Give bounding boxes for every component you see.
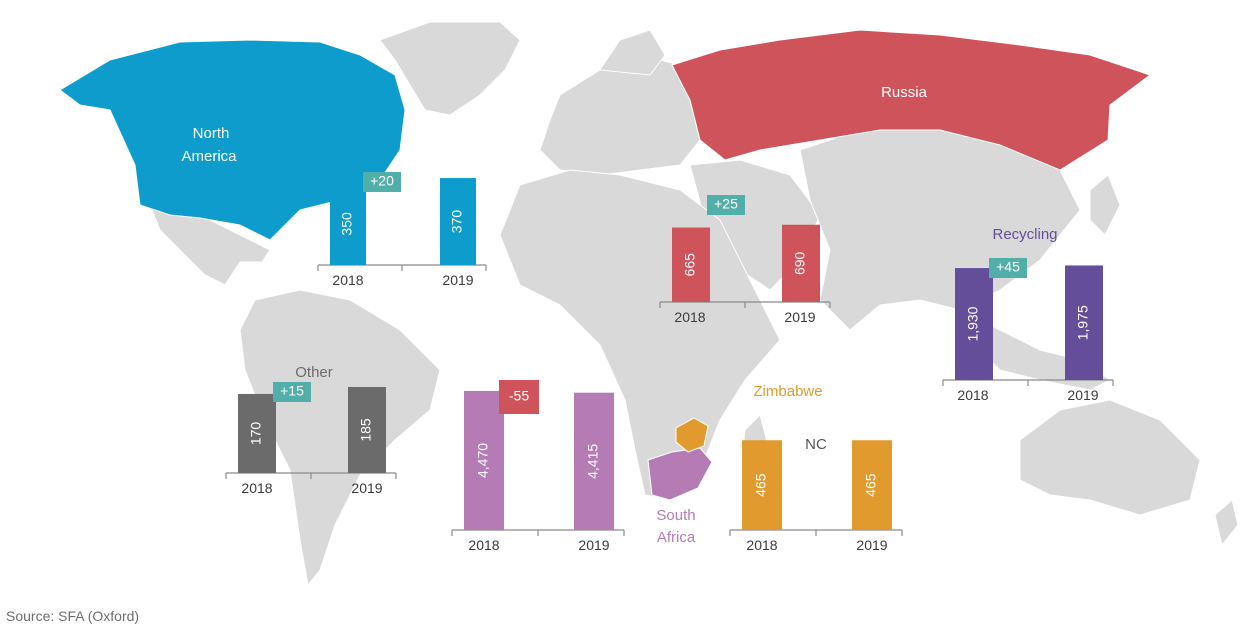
year-tick-label: 2019: [1067, 387, 1098, 403]
bar-value-label: 185: [358, 418, 374, 442]
bar-2018: [672, 227, 710, 302]
year-tick-label: 2019: [351, 480, 382, 496]
bar-2018: [330, 182, 366, 265]
year-tick-label: 2018: [674, 309, 705, 325]
bar-value-label: 170: [248, 422, 264, 446]
mini-chart-south-africa: 4,470 2018 4,415 2019 -55: [451, 380, 625, 553]
year-tick-label: 2018: [957, 387, 988, 403]
bar-2019: [348, 386, 386, 473]
land-layer: [149, 21, 1239, 587]
bar-value-label: 465: [863, 473, 879, 497]
other-label: Other: [295, 364, 333, 381]
year-tick-label: 2018: [468, 537, 499, 553]
south-africa-label-line2: Africa: [657, 529, 696, 546]
year-tick-label: 2019: [442, 272, 473, 288]
source-note: Source: SFA (Oxford): [6, 608, 140, 624]
bar-2018: [464, 390, 504, 530]
bar-value-label: 1,930: [965, 306, 981, 341]
bar-value-label: 690: [792, 251, 808, 275]
bar-value-label: 665: [682, 253, 698, 277]
new-zealand-shape: [1214, 499, 1239, 547]
mini-chart-north-america: 350 2018 370 2019 +20: [317, 172, 487, 288]
change-badge: [363, 172, 401, 192]
bar-2018: [742, 440, 782, 530]
change-value-label: +15: [280, 383, 304, 399]
change-value-label: +45: [996, 259, 1020, 275]
north-america-label-line1: North: [193, 125, 230, 142]
recycling-label: Recycling: [992, 226, 1057, 243]
south-africa-region: [647, 447, 713, 501]
central-america-shape: [149, 204, 271, 286]
russia-region: [671, 29, 1152, 171]
bar-2019: [574, 392, 614, 530]
bar-value-label: 465: [753, 473, 769, 497]
year-tick-label: 2018: [241, 480, 272, 496]
year-tick-label: 2019: [578, 537, 609, 553]
mini-chart-russia: 665 2018 690 2019 +25: [659, 195, 831, 325]
nc-label: NC: [805, 436, 827, 453]
bar-2019: [852, 440, 892, 530]
year-tick-label: 2018: [746, 537, 777, 553]
bar-2019: [782, 224, 820, 302]
world-map: North America Russia Other Recycling Zim…: [59, 21, 1239, 587]
change-value-label: +20: [370, 173, 394, 189]
japan-shape: [1089, 174, 1121, 236]
bar-value-label: 4,415: [585, 444, 601, 479]
year-tick-label: 2018: [332, 272, 363, 288]
north-america-label-line2: America: [181, 148, 237, 165]
zimbabwe-region: [675, 417, 709, 453]
change-badge: [989, 258, 1027, 278]
greenland-shape: [379, 21, 521, 116]
zimbabwe-label: Zimbabwe: [753, 383, 822, 400]
mini-chart-other: 170 2018 185 2019 +15: [225, 382, 397, 496]
scandinavia-shape: [599, 29, 666, 76]
change-badge: [499, 380, 539, 414]
change-value-label: -55: [509, 388, 529, 404]
bar-value-label: 350: [339, 212, 355, 236]
year-tick-label: 2019: [784, 309, 815, 325]
change-badge: [273, 382, 311, 402]
south-africa-label-line1: South: [656, 507, 695, 524]
bar-value-label: 1,975: [1075, 305, 1091, 340]
bar-2018: [238, 393, 276, 473]
change-value-label: +25: [714, 196, 738, 212]
bar-2019: [440, 178, 476, 265]
bar-2018: [955, 268, 993, 380]
bar-value-label: 4,470: [475, 443, 491, 478]
mini-chart-zimbabwe: 465 2018 465 2019: [729, 440, 903, 553]
year-tick-label: 2019: [856, 537, 887, 553]
bar-2019: [1065, 265, 1103, 380]
change-badge: [707, 195, 745, 215]
bar-charts-layer: 350 2018 370 2019 +20 665 2018 690 2019 +25 1,930 2…: [225, 172, 1114, 553]
russia-label: Russia: [881, 84, 928, 101]
australia-shape: [1019, 399, 1201, 516]
mini-chart-recycling: 1,930 2018 1,975 2019 +45: [942, 258, 1114, 403]
bar-value-label: 370: [449, 210, 465, 234]
